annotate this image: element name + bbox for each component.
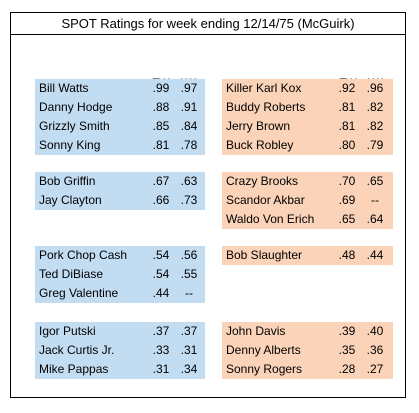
this-week-rating: .81 (338, 119, 356, 133)
this-week-rating: .39 (338, 324, 356, 338)
left-group-3 (35, 246, 205, 303)
right-group-4 (222, 322, 393, 379)
last-week-rating: .31 (180, 343, 198, 357)
right-group-1 (222, 79, 393, 155)
last-week-rating: .96 (366, 81, 384, 95)
this-week-rating: .54 (152, 267, 170, 281)
left-group-4 (35, 322, 205, 379)
wrestler-name: Bob Griffin (39, 174, 96, 188)
last-week-rating: .73 (180, 193, 198, 207)
wrestler-name: Killer Karl Kox (226, 81, 302, 95)
wrestler-name: Grizzly Smith (39, 119, 110, 133)
wrestler-name: Sonny King (39, 138, 101, 152)
last-week-rating: .63 (180, 174, 198, 188)
last-week-rating: .78 (180, 138, 198, 152)
this-week-rating: .66 (152, 193, 170, 207)
wrestler-name: Igor Putski (39, 324, 96, 338)
last-week-rating: .84 (180, 119, 198, 133)
wrestler-name: Pork Chop Cash (39, 248, 128, 262)
last-week-rating: .36 (366, 343, 384, 357)
this-week-rating: .37 (152, 324, 170, 338)
this-week-rating: .92 (338, 81, 356, 95)
this-week-rating: .99 (152, 81, 170, 95)
this-week-rating: .80 (338, 138, 356, 152)
last-week-rating: .82 (366, 119, 384, 133)
this-week-rating: .85 (152, 119, 170, 133)
wrestler-name: Ted DiBiase (39, 267, 104, 281)
wrestler-name: Jack Curtis Jr. (39, 343, 115, 357)
wrestler-name: Sonny Rogers (226, 362, 303, 376)
this-week-rating: .67 (152, 174, 170, 188)
ratings-table: SPOT Ratings for week ending 12/14/75 (M… (10, 12, 406, 398)
last-week-rating: .44 (366, 248, 384, 262)
last-week-rating: .79 (366, 138, 384, 152)
wrestler-name: Crazy Brooks (226, 174, 299, 188)
last-week-rating: .97 (180, 81, 198, 95)
right-group-2 (222, 172, 393, 229)
last-week-rating: .65 (366, 174, 384, 188)
this-week-rating: .65 (338, 212, 356, 226)
wrestler-name: Mike Pappas (39, 362, 109, 376)
last-week-rating: .91 (180, 100, 198, 114)
last-week-rating: .55 (180, 267, 198, 281)
this-week-rating: .48 (338, 248, 356, 262)
wrestler-name: Jerry Brown (226, 119, 291, 133)
this-week-rating: .69 (338, 193, 356, 207)
wrestler-name: Danny Hodge (39, 100, 113, 114)
wrestler-name: Bob Slaughter (226, 248, 303, 262)
this-week-rating: .33 (152, 343, 170, 357)
last-week-rating: -- (371, 193, 379, 207)
wrestler-name: Waldo Von Erich (226, 212, 315, 226)
last-week-rating: .56 (180, 248, 198, 262)
last-week-rating: .40 (366, 324, 384, 338)
this-week-rating: .28 (338, 362, 356, 376)
left-group-1 (35, 79, 205, 155)
this-week-rating: .31 (152, 362, 170, 376)
this-week-rating: .35 (338, 343, 356, 357)
last-week-rating: .64 (366, 212, 384, 226)
last-week-rating: .82 (366, 100, 384, 114)
this-week-rating: .54 (152, 248, 170, 262)
wrestler-name: Buck Robley (226, 138, 294, 152)
last-week-rating: .37 (180, 324, 198, 338)
wrestler-name: John Davis (226, 324, 286, 338)
this-week-rating: .81 (338, 100, 356, 114)
this-week-rating: .70 (338, 174, 356, 188)
wrestler-name: Buddy Roberts (226, 100, 306, 114)
this-week-rating: .81 (152, 138, 170, 152)
wrestler-name: Scandor Akbar (226, 193, 305, 207)
wrestler-name: Denny Alberts (226, 343, 301, 357)
right-group-3 (222, 246, 393, 265)
this-week-rating: .88 (152, 100, 170, 114)
last-week-rating: .34 (180, 362, 198, 376)
wrestler-name: Jay Clayton (39, 193, 102, 207)
left-group-2 (35, 172, 205, 210)
table-title: SPOT Ratings for week ending 12/14/75 (M… (11, 13, 405, 35)
last-week-rating: -- (185, 286, 193, 300)
wrestler-name: Greg Valentine (39, 286, 119, 300)
this-week-rating: .44 (152, 286, 170, 300)
wrestler-name: Bill Watts (39, 81, 89, 95)
last-week-rating: .27 (366, 362, 384, 376)
